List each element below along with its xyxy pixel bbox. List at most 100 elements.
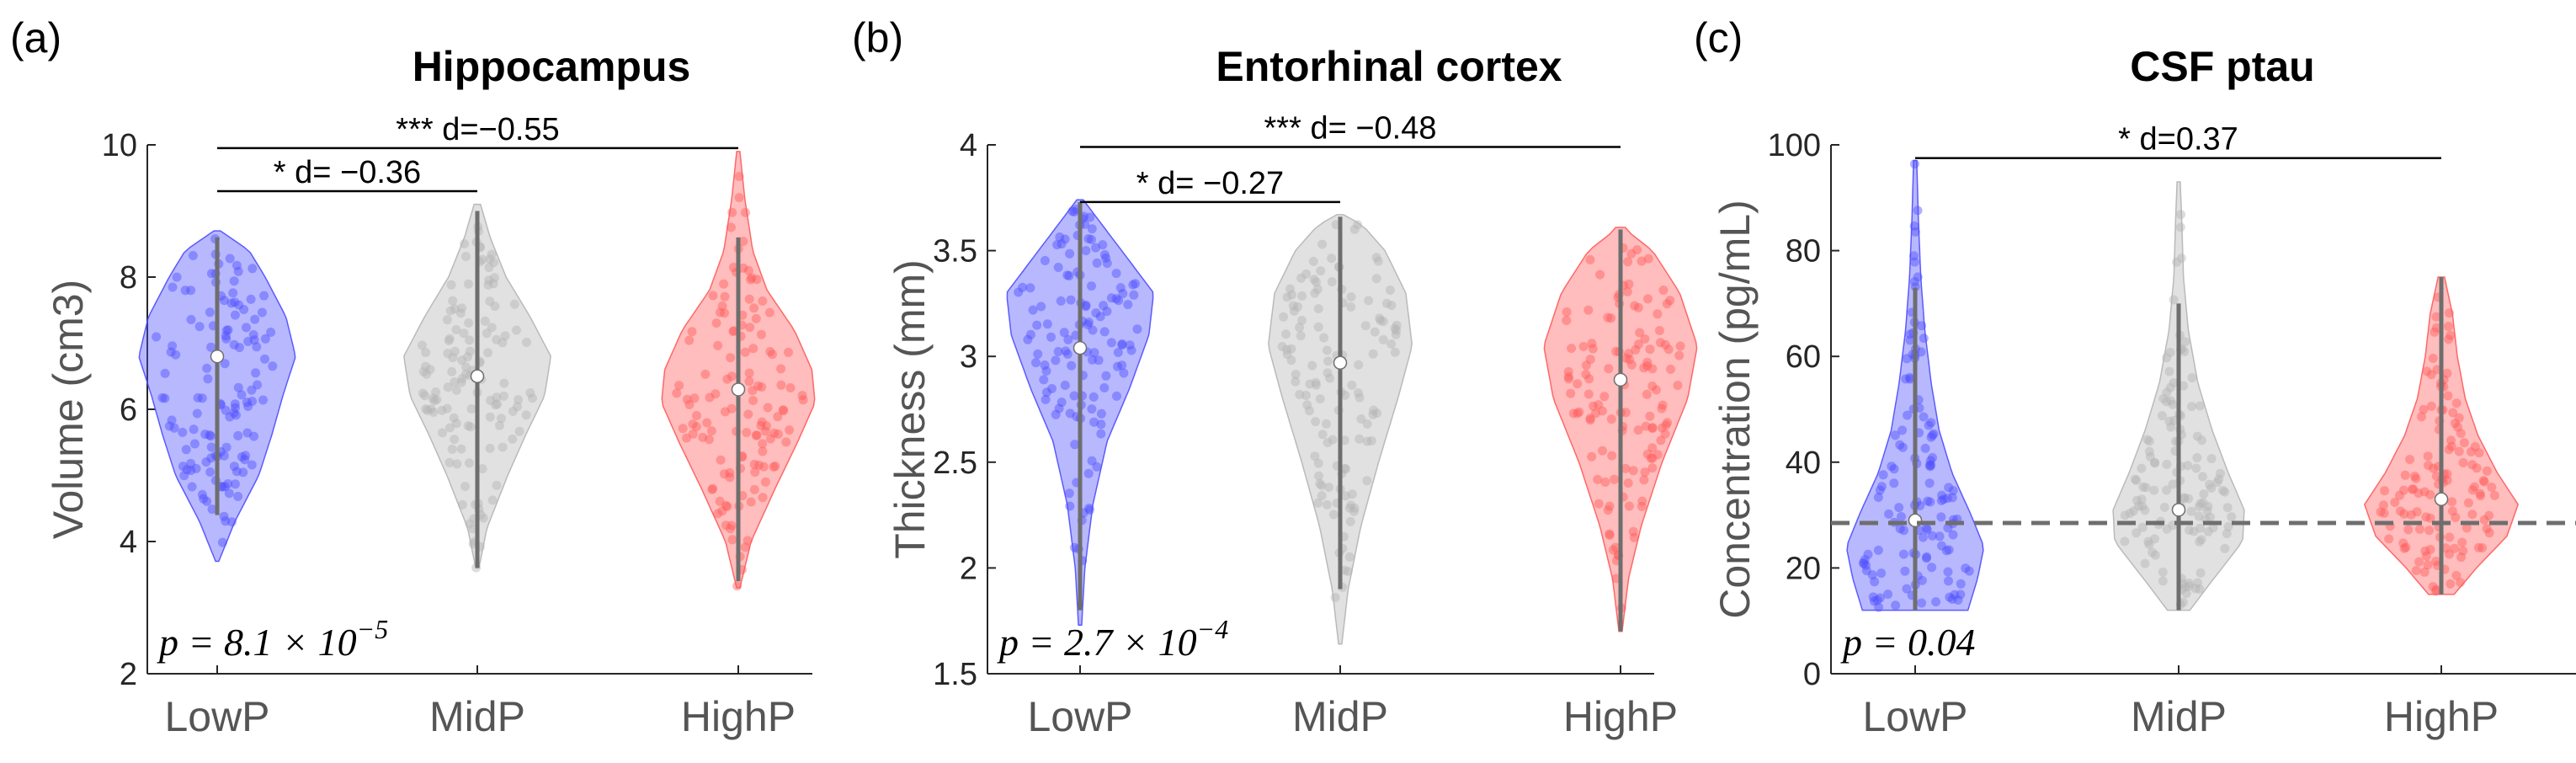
data-point [1956, 579, 1966, 589]
data-point [1928, 453, 1937, 462]
data-point [752, 275, 762, 285]
data-point [1314, 471, 1323, 481]
x-tick-label-lowp: LowP [1027, 693, 1132, 740]
data-point [1343, 566, 1353, 576]
data-point [422, 369, 432, 379]
data-point [243, 402, 253, 411]
data-point [421, 348, 431, 358]
data-point [221, 333, 232, 344]
data-point [1063, 334, 1073, 344]
data-point [2479, 515, 2489, 525]
data-point [429, 396, 439, 406]
data-point [447, 366, 457, 376]
data-point [2218, 486, 2227, 495]
x-tick-label-midp: MidP [429, 693, 525, 740]
data-point [1563, 366, 1573, 376]
data-point [242, 323, 251, 333]
data-point [1308, 256, 1318, 266]
data-point [1936, 512, 1946, 522]
data-point [1590, 408, 1600, 419]
data-point [418, 340, 427, 350]
data-point [199, 494, 209, 504]
data-point [1289, 306, 1299, 316]
data-point [1378, 317, 1388, 327]
p-value-exponent: −5 [357, 614, 389, 644]
data-point [1051, 409, 1061, 419]
data-point [2442, 368, 2452, 378]
chart-title: CSF ptau [2130, 43, 2314, 90]
data-point [1368, 349, 1378, 359]
data-point [483, 280, 493, 290]
data-point [1944, 483, 1954, 493]
data-point [2443, 322, 2453, 332]
data-point [2158, 393, 2169, 403]
data-point [160, 393, 170, 403]
data-point [1307, 360, 1317, 371]
data-point [498, 442, 508, 452]
data-point [2141, 483, 2151, 493]
data-point [1889, 478, 1899, 488]
data-point [1094, 355, 1104, 365]
data-point [1910, 277, 1919, 286]
data-point [2484, 528, 2494, 538]
data-point [1323, 438, 1333, 448]
data-point [2470, 442, 2480, 451]
data-point [1025, 283, 1035, 293]
data-point [1282, 349, 1292, 360]
data-point [2144, 540, 2154, 549]
data-point [2451, 512, 2461, 522]
data-point [1317, 481, 1327, 490]
data-point [508, 406, 518, 416]
data-point [1600, 478, 1610, 487]
data-point [462, 352, 472, 362]
data-point [1947, 595, 1957, 604]
data-point [2162, 353, 2172, 363]
data-point [1647, 382, 1658, 391]
data-point [2190, 584, 2201, 594]
data-point [1913, 205, 1923, 216]
data-point [1055, 232, 1065, 242]
data-point [2186, 506, 2196, 516]
data-point [2187, 373, 2197, 383]
data-point [1654, 326, 1664, 335]
data-point [687, 327, 697, 337]
data-point [1302, 400, 1312, 410]
data-point [1327, 253, 1337, 264]
data-point [1889, 464, 1899, 474]
data-point [1637, 496, 1647, 506]
data-point [1917, 321, 1927, 331]
data-point [1937, 541, 1946, 551]
data-point [1905, 335, 1915, 345]
data-point [1087, 234, 1096, 244]
data-point [445, 423, 455, 433]
data-point [2463, 498, 2473, 508]
data-point [1310, 451, 1320, 462]
data-point [1588, 344, 1598, 354]
data-point [749, 303, 759, 313]
data-point [1568, 408, 1578, 419]
data-point [1101, 253, 1111, 263]
data-point [1905, 374, 1915, 384]
data-point [228, 288, 238, 298]
data-point [186, 315, 196, 324]
data-point [1313, 458, 1323, 468]
data-point [1927, 531, 1937, 541]
data-point [1607, 451, 1617, 461]
data-point [460, 362, 471, 372]
data-point [1904, 372, 1914, 382]
data-point [1606, 313, 1616, 323]
panel-3: 0 20 40 60 80 100 LowP MidP HighP (c) CSF ptau Conc… [1694, 14, 2576, 740]
data-point [1324, 483, 1333, 493]
data-point [1385, 285, 1395, 295]
median-marker-midp [1333, 355, 1348, 370]
data-point [1875, 593, 1885, 603]
data-point [1924, 420, 1934, 430]
data-point [2120, 536, 2130, 547]
data-point [443, 382, 453, 392]
data-point [756, 329, 766, 339]
data-point [219, 511, 229, 521]
data-point [1945, 592, 1955, 602]
y-tick-label: 100 [1768, 128, 1821, 163]
data-point [2425, 489, 2435, 499]
data-point [760, 426, 770, 436]
